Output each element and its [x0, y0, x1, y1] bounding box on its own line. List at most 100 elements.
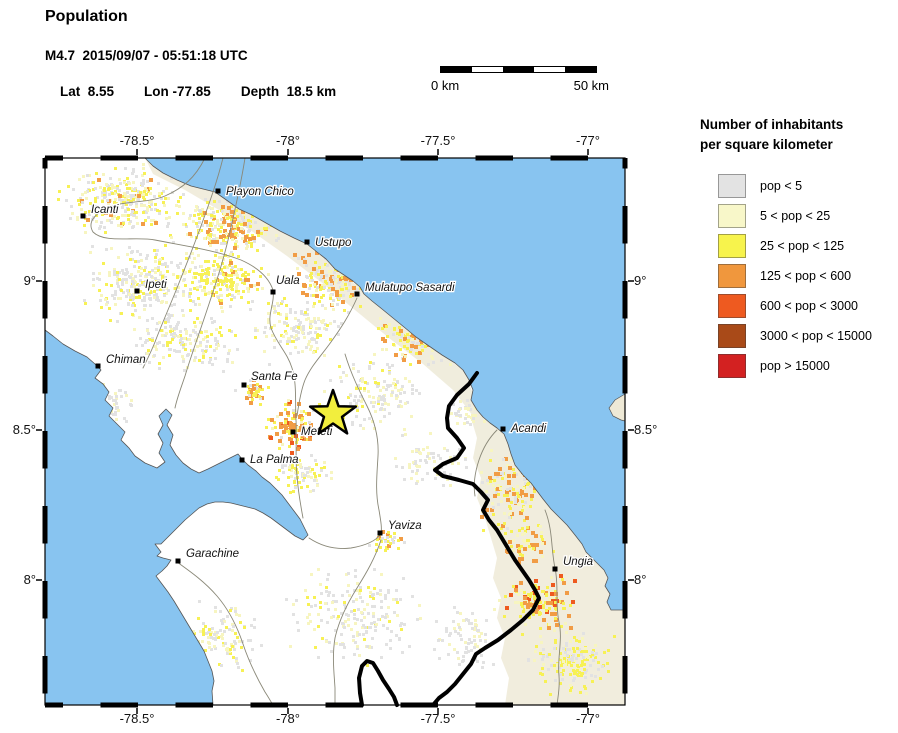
river — [544, 509, 561, 706]
scale-segment — [503, 67, 534, 72]
scale-segment — [534, 67, 565, 72]
border-bump — [357, 659, 399, 707]
legend-swatch — [718, 264, 746, 288]
map: Playon Chico Icanti Ustupo Ipeti Uala Mulatup… — [36, 149, 634, 714]
axis-top-3: -77° — [576, 133, 600, 148]
legend-label: 25 < pop < 125 — [760, 239, 845, 253]
town-label: Ustupo — [315, 237, 352, 249]
axis-bottom-1: -78° — [276, 711, 300, 726]
town-marker — [95, 363, 101, 369]
town-label: La Palma — [250, 454, 299, 466]
river — [308, 353, 382, 549]
scale-segment — [441, 67, 472, 72]
legend-label: 5 < pop < 25 — [760, 209, 831, 223]
legend-rows: pop < 5 5 < pop < 25 25 < pop < 125 125 < p… — [700, 171, 898, 381]
river — [296, 297, 358, 417]
map-frame — [36, 149, 634, 714]
town-marker — [270, 289, 276, 295]
northeast-coast-tint — [145, 158, 475, 416]
legend: Number of inhabitants per square kilomet… — [700, 115, 898, 381]
epicenter-star — [308, 388, 358, 435]
river — [90, 157, 304, 519]
axis-left-2: 8° — [23, 572, 36, 587]
town-ipeti: Ipeti — [134, 278, 168, 294]
town-marker — [134, 288, 140, 294]
legend-label: pop > 15000 — [760, 359, 830, 373]
page-title: Population — [45, 8, 128, 25]
axis-bottom-3: -77° — [576, 711, 600, 726]
town-label: Uala — [276, 275, 300, 287]
legend-label: pop < 5 — [760, 179, 803, 193]
pacific-ocean-gulf — [44, 329, 309, 706]
town-la-palma: La Palma — [239, 453, 300, 467]
legend-label: 600 < pop < 3000 — [760, 299, 859, 313]
legend-title-line1: Number of inhabitants — [700, 117, 844, 132]
event-lat: Lat 8.55 — [60, 84, 115, 99]
town-label: Chiman — [106, 354, 146, 366]
map-canvas: Playon Chico Icanti Ustupo Ipeti Uala Mulatup… — [36, 149, 634, 714]
southeast-region-tint — [463, 370, 625, 705]
town-ustupo: Ustupo — [304, 236, 353, 250]
legend-row-6: pop > 15000 — [700, 351, 898, 381]
axis-ticks — [36, 149, 634, 714]
axis-left-1: 8.5° — [12, 422, 36, 437]
town-chiman: Chiman — [95, 353, 147, 369]
axis-bottom-2: -77.5° — [420, 711, 456, 726]
legend-row-1: 5 < pop < 25 — [700, 201, 898, 231]
towns: Playon Chico Icanti Ustupo Ipeti Uala Mulatup… — [80, 185, 594, 572]
scale-segment — [565, 67, 596, 72]
town-playon-chico: Playon Chico — [215, 185, 296, 199]
town-label: Mulatupo Sasardi — [365, 282, 455, 294]
town-label: Santa Fe — [251, 371, 298, 383]
boundary-line — [174, 157, 246, 409]
town-santa-fe: Santa Fe — [241, 370, 299, 388]
town-marker — [500, 426, 506, 432]
town-mulatupo-sasardi: Mulatupo Sasardi — [354, 281, 456, 297]
town-marker — [552, 566, 558, 572]
legend-swatch — [718, 234, 746, 258]
scale-bar-labels: 0 km 50 km — [431, 78, 609, 93]
town-marker — [215, 188, 221, 194]
river — [176, 561, 274, 706]
panama-colombia-border — [431, 371, 541, 707]
axis-right-0: 9° — [634, 273, 647, 288]
axis-top-1: -78° — [276, 133, 300, 148]
town-ungia: Ungia — [552, 555, 594, 572]
legend-swatch — [718, 204, 746, 228]
axis-top-0: -78.5° — [119, 133, 155, 148]
scale-end-label: 50 km — [573, 78, 609, 93]
town-label: Playon Chico — [226, 186, 294, 198]
scale-bar: 0 km 50 km — [431, 66, 609, 93]
legend-row-2: 25 < pop < 125 — [700, 231, 898, 261]
legend-row-5: 3000 < pop < 15000 — [700, 321, 898, 351]
town-label: Acandi — [510, 423, 547, 435]
scale-bar-segments — [440, 66, 597, 73]
legend-swatch — [718, 324, 746, 348]
rivers — [90, 157, 561, 706]
town-marker — [304, 239, 310, 245]
town-label: Icanti — [91, 204, 119, 216]
legend-label: 125 < pop < 600 — [760, 269, 852, 283]
scale-start-label: 0 km — [431, 78, 460, 93]
legend-swatch — [718, 354, 746, 378]
town-marker — [175, 558, 181, 564]
caribbean-sea — [144, 157, 626, 611]
scale-segment — [472, 67, 503, 72]
town-label: Ipeti — [145, 279, 167, 291]
axis-right-1: 8.5° — [634, 422, 658, 437]
town-acandi: Acandi — [500, 422, 548, 436]
axis-right-2: 8° — [634, 572, 647, 587]
event-depth: Depth 18.5 km — [240, 84, 337, 99]
town-label: Garachine — [186, 548, 239, 560]
country-border — [357, 371, 541, 707]
town-label: Yaviza — [388, 520, 422, 532]
town-garachine: Garachine — [175, 547, 240, 564]
event-magnitude-line: M4.7 2015/09/07 - 05:51:18 UTC — [45, 48, 248, 63]
town-marker — [290, 429, 296, 435]
legend-row-4: 600 < pop < 3000 — [700, 291, 898, 321]
event-location-line: Lat 8.55 Lon -77.85 Depth 18.5 km — [45, 69, 366, 114]
axis-top-2: -77.5° — [420, 133, 456, 148]
town-marker — [354, 291, 360, 297]
town-marker — [241, 382, 247, 388]
